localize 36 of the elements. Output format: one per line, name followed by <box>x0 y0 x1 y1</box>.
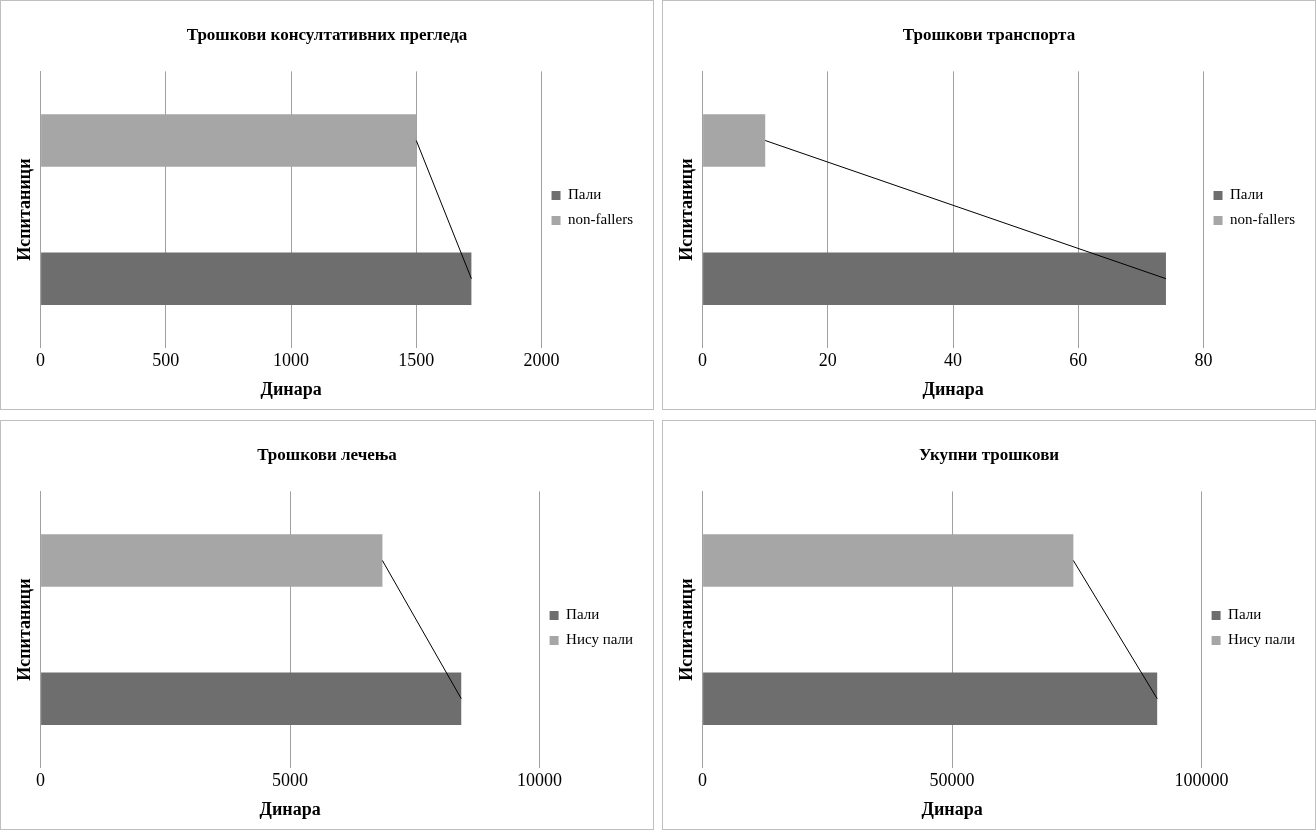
x-tick-label: 1500 <box>398 350 435 371</box>
chart-title: Укупни трошкови <box>918 444 1060 464</box>
x-axis-title: Динара <box>921 798 983 819</box>
legend-label: Пали <box>566 606 600 623</box>
x-tick-label: 50000 <box>929 770 975 791</box>
y-axis-title: Испитаници <box>14 158 35 261</box>
x-tick-label: 0 <box>36 770 46 791</box>
x-tick-label: 0 <box>698 350 708 371</box>
x-axis-title: Динара <box>260 378 322 399</box>
legend-label: non-fallers <box>568 211 634 228</box>
x-tick-label: 40 <box>944 350 963 371</box>
x-tick-label: 20 <box>818 350 837 371</box>
x-axis-title: Динара <box>259 798 321 819</box>
legend-label: Пали <box>1230 186 1264 203</box>
chart-title: Трошкови лечења <box>257 444 398 464</box>
chart-title: Трошкови консултативних прегледа <box>186 24 468 44</box>
x-tick-label: 5000 <box>272 770 309 791</box>
x-tick-label: 10000 <box>517 770 563 791</box>
x-tick-label: 1000 <box>273 350 310 371</box>
y-axis-title: Испитаници <box>676 158 697 261</box>
legend-label: Пали <box>1228 606 1262 623</box>
chart-title: Трошкови транспорта <box>902 24 1076 44</box>
legend-label: Нису пали <box>566 631 634 648</box>
legend-label: Нису пали <box>1228 631 1296 648</box>
x-tick-label: 0 <box>698 770 708 791</box>
x-tick-label: 80 <box>1194 350 1213 371</box>
y-axis-title: Испитаници <box>676 578 697 681</box>
x-axis-title: Динара <box>922 378 984 399</box>
x-tick-label: 60 <box>1069 350 1088 371</box>
x-tick-label: 500 <box>152 350 180 371</box>
legend-label: Пали <box>568 186 602 203</box>
x-tick-label: 0 <box>36 350 46 371</box>
legend-label: non-fallers <box>1230 211 1296 228</box>
y-axis-title: Испитаници <box>14 578 35 681</box>
x-tick-label: 100000 <box>1174 770 1229 791</box>
x-tick-label: 2000 <box>523 350 560 371</box>
